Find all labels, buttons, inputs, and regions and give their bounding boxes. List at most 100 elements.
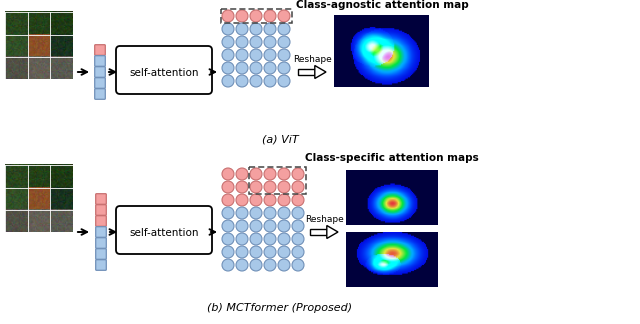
Circle shape [292, 220, 304, 232]
Circle shape [278, 220, 290, 232]
Circle shape [278, 207, 290, 219]
FancyBboxPatch shape [96, 216, 106, 226]
Text: Reshape: Reshape [305, 215, 344, 225]
Circle shape [222, 168, 234, 180]
Circle shape [264, 233, 276, 245]
Circle shape [264, 181, 276, 193]
Circle shape [236, 220, 248, 232]
Text: Class-specific attention maps: Class-specific attention maps [305, 153, 479, 163]
Circle shape [264, 246, 276, 258]
Bar [310, 229, 327, 235]
Circle shape [222, 75, 234, 87]
Circle shape [278, 259, 290, 271]
Circle shape [236, 75, 248, 87]
Bar [249, 167, 306, 194]
Bar [298, 69, 315, 75]
Circle shape [278, 23, 290, 35]
FancyBboxPatch shape [95, 56, 106, 66]
Circle shape [222, 49, 234, 61]
Circle shape [250, 168, 262, 180]
Circle shape [222, 220, 234, 232]
Circle shape [222, 259, 234, 271]
Circle shape [236, 23, 248, 35]
Circle shape [292, 181, 304, 193]
Circle shape [250, 181, 262, 193]
Circle shape [236, 194, 248, 206]
Circle shape [222, 207, 234, 219]
FancyBboxPatch shape [96, 227, 106, 237]
FancyBboxPatch shape [96, 238, 106, 248]
Circle shape [264, 220, 276, 232]
Circle shape [222, 233, 234, 245]
FancyBboxPatch shape [116, 206, 212, 254]
Circle shape [278, 36, 290, 48]
Circle shape [236, 181, 248, 193]
Text: Class-agnostic attention map: Class-agnostic attention map [296, 0, 468, 10]
Polygon shape [315, 65, 326, 78]
Bar [221, 9, 292, 23]
Circle shape [250, 259, 262, 271]
Circle shape [278, 168, 290, 180]
Circle shape [250, 220, 262, 232]
FancyBboxPatch shape [116, 46, 212, 94]
Circle shape [222, 10, 234, 22]
Circle shape [222, 246, 234, 258]
Circle shape [236, 62, 248, 74]
Circle shape [236, 49, 248, 61]
Circle shape [250, 194, 262, 206]
Circle shape [264, 259, 276, 271]
Circle shape [264, 23, 276, 35]
Circle shape [236, 168, 248, 180]
Circle shape [236, 246, 248, 258]
Circle shape [278, 181, 290, 193]
FancyBboxPatch shape [95, 45, 106, 55]
Circle shape [236, 10, 248, 22]
Circle shape [292, 259, 304, 271]
Circle shape [292, 207, 304, 219]
Circle shape [278, 62, 290, 74]
Circle shape [236, 207, 248, 219]
FancyBboxPatch shape [95, 67, 106, 77]
Circle shape [264, 36, 276, 48]
Circle shape [292, 246, 304, 258]
Circle shape [250, 23, 262, 35]
Circle shape [250, 207, 262, 219]
Circle shape [292, 233, 304, 245]
Text: Reshape: Reshape [292, 55, 332, 64]
Circle shape [250, 62, 262, 74]
Circle shape [222, 62, 234, 74]
Circle shape [278, 194, 290, 206]
Circle shape [236, 36, 248, 48]
FancyBboxPatch shape [96, 194, 106, 204]
Circle shape [278, 75, 290, 87]
Circle shape [264, 168, 276, 180]
Circle shape [250, 10, 262, 22]
FancyBboxPatch shape [96, 260, 106, 270]
Circle shape [292, 168, 304, 180]
Circle shape [264, 194, 276, 206]
Text: self-attention: self-attention [129, 68, 199, 78]
Text: self-attention: self-attention [129, 228, 199, 238]
Circle shape [222, 181, 234, 193]
Text: (b) MCTformer (Proposed): (b) MCTformer (Proposed) [207, 303, 353, 313]
Circle shape [278, 246, 290, 258]
Circle shape [250, 246, 262, 258]
Circle shape [264, 49, 276, 61]
Circle shape [278, 10, 290, 22]
FancyBboxPatch shape [95, 78, 106, 88]
Circle shape [292, 194, 304, 206]
Circle shape [278, 49, 290, 61]
Circle shape [264, 75, 276, 87]
Circle shape [264, 62, 276, 74]
Circle shape [250, 36, 262, 48]
FancyBboxPatch shape [96, 249, 106, 259]
FancyBboxPatch shape [96, 205, 106, 215]
Polygon shape [327, 226, 338, 238]
Circle shape [222, 36, 234, 48]
Circle shape [222, 23, 234, 35]
FancyBboxPatch shape [95, 89, 106, 99]
Circle shape [236, 259, 248, 271]
Circle shape [222, 194, 234, 206]
Circle shape [250, 75, 262, 87]
Circle shape [278, 233, 290, 245]
